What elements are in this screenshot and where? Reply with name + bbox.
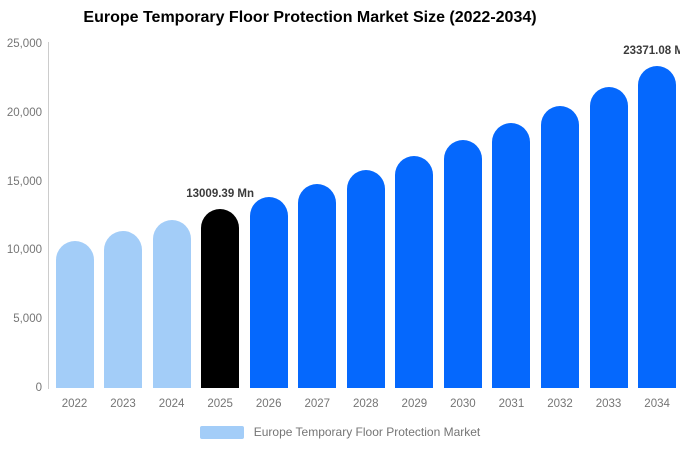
bar-2032[interactable] <box>541 105 579 388</box>
bar-2024[interactable] <box>152 220 191 388</box>
x-label-2022: 2022 <box>61 398 88 410</box>
legend[interactable]: Europe Temporary Floor Protection Market <box>0 426 680 439</box>
bar-2029[interactable] <box>395 155 434 388</box>
y-tick-10000: 10,000 <box>6 244 42 257</box>
bar-2026[interactable] <box>249 196 288 388</box>
bar-2033[interactable] <box>589 86 628 388</box>
y-tick-20000: 20,000 <box>6 106 42 119</box>
legend-swatch <box>199 426 244 439</box>
y-tick-5000: 5,000 <box>13 313 42 326</box>
x-label-2033: 2033 <box>595 398 622 410</box>
x-label-2026: 2026 <box>255 398 282 410</box>
bar-2028[interactable] <box>346 170 385 388</box>
data-label-2034: 23371.08 Mn <box>623 45 680 58</box>
x-label-2030: 2030 <box>450 398 476 410</box>
bar-2030[interactable] <box>443 140 482 388</box>
bar-2031[interactable] <box>492 123 531 388</box>
y-tick-15000: 15,000 <box>6 175 42 188</box>
data-label-2025: 13009.39 Mn <box>186 187 255 200</box>
chart-title: Europe Temporary Floor Protection Market… <box>83 9 537 26</box>
y-tick-0: 0 <box>35 382 42 394</box>
bar-2022[interactable] <box>55 240 94 388</box>
x-label-2024: 2024 <box>158 398 185 410</box>
bar-2034[interactable] <box>638 66 677 388</box>
bar-2027[interactable] <box>298 184 337 388</box>
y-tick-25000: 25,000 <box>6 38 42 50</box>
bar-2025[interactable] <box>201 208 240 388</box>
x-label-2028: 2028 <box>353 398 379 410</box>
x-label-2031: 2031 <box>498 398 525 410</box>
bar-2023[interactable] <box>104 230 143 388</box>
x-label-2023: 2023 <box>110 398 136 410</box>
x-label-2034: 2034 <box>644 398 670 410</box>
legend-label: Europe Temporary Floor Protection Market <box>253 425 481 439</box>
y-axis-line <box>48 42 49 389</box>
x-label-2029: 2029 <box>401 398 428 410</box>
x-label-2027: 2027 <box>304 398 331 410</box>
x-label-2025: 2025 <box>207 398 233 410</box>
x-label-2032: 2032 <box>547 398 573 410</box>
